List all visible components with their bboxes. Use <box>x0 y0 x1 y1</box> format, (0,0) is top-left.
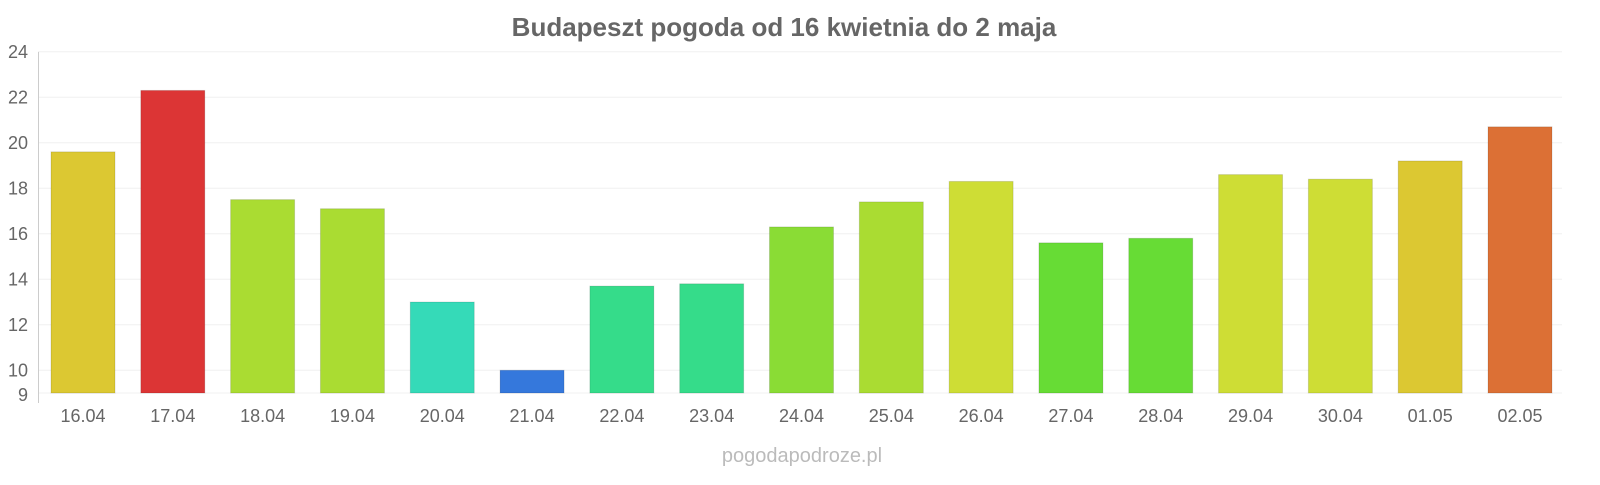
bar-27.04 <box>1038 242 1104 394</box>
bar-24.04 <box>769 226 834 394</box>
bar-21.04 <box>499 369 565 394</box>
x-tick-label: 30.04 <box>1318 406 1363 426</box>
bar-01.05 <box>1397 160 1463 394</box>
x-tick-label: 27.04 <box>1048 406 1093 426</box>
bar-25.04 <box>858 201 924 394</box>
y-tick-label: 20 <box>8 133 28 153</box>
y-tick-label: 12 <box>8 315 28 335</box>
x-tick-label: 24.04 <box>779 406 824 426</box>
x-tick-label: 26.04 <box>959 406 1004 426</box>
bar-20.04 <box>409 301 475 394</box>
bar-18.04 <box>230 199 296 394</box>
x-tick-label: 23.04 <box>689 406 734 426</box>
bar-23.04 <box>679 283 745 394</box>
x-tick-label: 25.04 <box>869 406 914 426</box>
y-tick-label: 14 <box>8 269 28 289</box>
x-tick-label: 18.04 <box>240 406 285 426</box>
bar-17.04 <box>140 89 206 394</box>
bar-30.04 <box>1307 178 1373 394</box>
x-tick-label: 28.04 <box>1138 406 1183 426</box>
bar-19.04 <box>319 208 385 394</box>
x-tick-label: 21.04 <box>510 406 555 426</box>
y-tick-label: 18 <box>8 178 28 198</box>
x-tick-label: 20.04 <box>420 406 465 426</box>
bar-02.05 <box>1487 126 1553 394</box>
x-tick-label: 19.04 <box>330 406 375 426</box>
y-tick-label: 22 <box>8 87 28 107</box>
x-tick-label: 02.05 <box>1497 406 1542 426</box>
x-tick-label: 01.05 <box>1408 406 1453 426</box>
x-tick-label: 22.04 <box>599 406 644 426</box>
watermark: pogodapodroze.pl <box>722 445 882 467</box>
x-tick-label: 29.04 <box>1228 406 1273 426</box>
bar-28.04 <box>1128 237 1194 394</box>
y-tick-label: 24 <box>8 42 28 62</box>
bar-29.04 <box>1218 174 1284 394</box>
chart-title: Budapeszt pogoda od 16 kwietnia do 2 maj… <box>512 12 1057 42</box>
x-tick-label: 16.04 <box>60 406 105 426</box>
bar-22.04 <box>589 285 655 394</box>
y-tick-label: 9 <box>18 385 28 405</box>
bar-26.04 <box>948 180 1014 394</box>
bar-16.04 <box>50 151 116 394</box>
x-tick-label: 17.04 <box>150 406 195 426</box>
y-tick-label: 16 <box>8 224 28 244</box>
y-tick-label: 10 <box>8 360 28 380</box>
